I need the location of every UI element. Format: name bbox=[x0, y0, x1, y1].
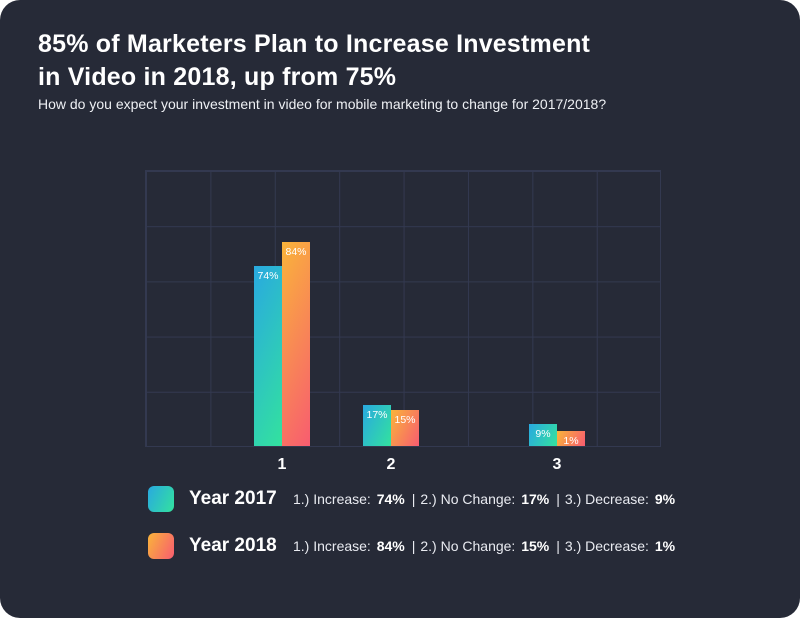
chart-plot: 74% 84% 1 17% 15% 2 9% 1% 3 bbox=[145, 170, 661, 473]
bar-year-2017-cat-2: 17% bbox=[363, 404, 391, 446]
title-line-1: 85% of Marketers Plan to Increase Invest… bbox=[38, 30, 591, 58]
legend-row-year-2018: Year 2018 1.) Increase: 84% | 2.) No Change… bbox=[148, 533, 677, 559]
legend-series-details: 1.) Increase: 74% | 2.) No Change: 17% | 3.)… bbox=[293, 491, 676, 507]
legend-series-details: 1.) Increase: 84% | 2.) No Change: 15% | 3.)… bbox=[293, 538, 676, 554]
bar-year-2017-cat-3: 9% bbox=[529, 424, 557, 446]
bar-value-label: 84% bbox=[285, 245, 307, 258]
x-axis-label-1: 1 bbox=[277, 456, 287, 473]
bar-value-label: 74% bbox=[257, 269, 279, 282]
page-title: 85% of Marketers Plan to Increase Invest… bbox=[38, 28, 590, 94]
legend-swatch-icon bbox=[148, 486, 174, 512]
legend-swatch-icon bbox=[148, 533, 174, 559]
bar-year-2018-cat-2: 15% bbox=[391, 409, 419, 446]
bar-year-2018-cat-3: 1% bbox=[557, 431, 585, 447]
x-axis-label-3: 3 bbox=[552, 456, 562, 473]
x-axis-label-2: 2 bbox=[386, 456, 396, 473]
bar-year-2018-cat-1: 84% bbox=[282, 241, 310, 446]
legend-series-label: Year 2017 bbox=[189, 488, 277, 509]
bar-group-2: 17% 15% 2 bbox=[363, 404, 419, 473]
bar-value-label: 17% bbox=[366, 408, 388, 421]
chart-question-subtitle: How do you expect your investment in vid… bbox=[38, 96, 607, 112]
title-line-2: in Video in 2018, up from 75% bbox=[38, 63, 397, 91]
bar-year-2017-cat-1: 74% bbox=[254, 265, 282, 446]
bar-group-1: 74% 84% 1 bbox=[254, 241, 310, 473]
bar-value-label: 15% bbox=[394, 413, 416, 426]
chart-legend: Year 2017 1.) Increase: 74% | 2.) No Change… bbox=[148, 486, 677, 580]
bar-value-label: 1% bbox=[563, 435, 579, 447]
legend-row-year-2017: Year 2017 1.) Increase: 74% | 2.) No Change… bbox=[148, 486, 677, 512]
bar-value-label: 9% bbox=[535, 428, 551, 441]
legend-series-label: Year 2018 bbox=[189, 535, 277, 556]
bar-group-3: 9% 1% 3 bbox=[529, 424, 585, 473]
